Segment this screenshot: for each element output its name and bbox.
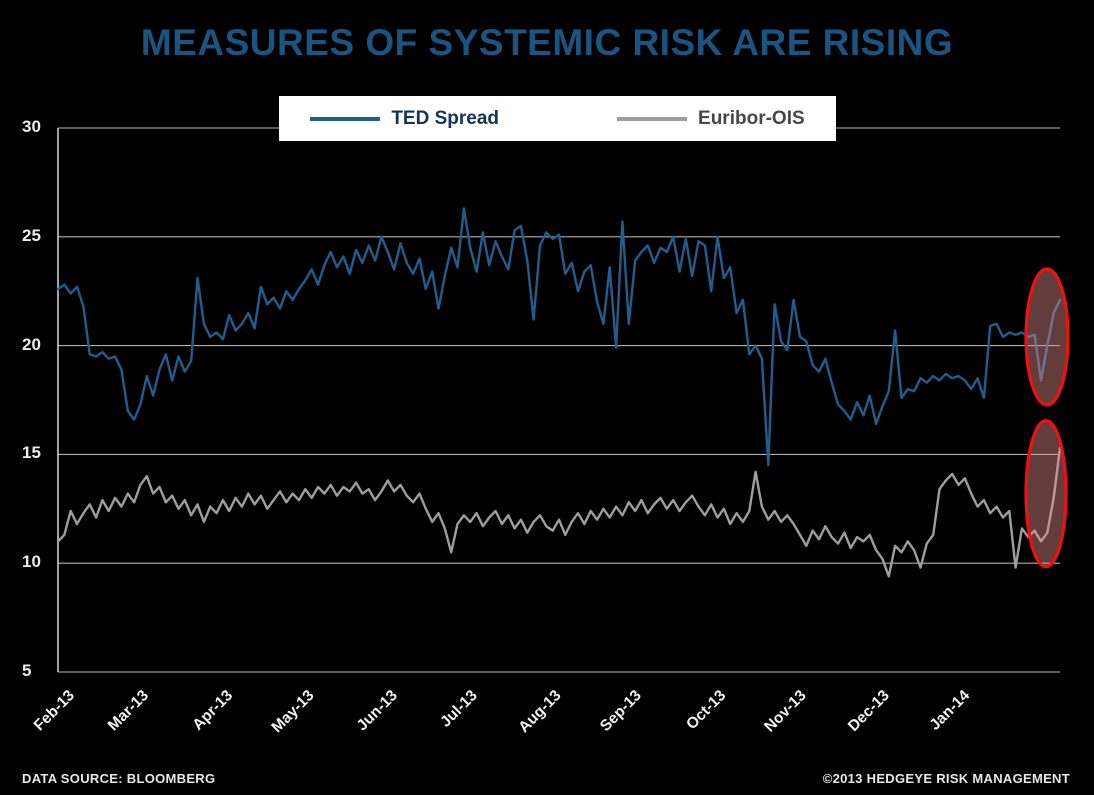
highlight-ellipse-euribor bbox=[1024, 419, 1068, 569]
ted-spread-line-swatch bbox=[310, 116, 381, 121]
chart-legend: TED Spread Euribor-OIS bbox=[279, 96, 836, 141]
legend-item-ted-spread: TED Spread bbox=[310, 108, 499, 130]
legend-label-ted-spread: TED Spread bbox=[391, 107, 500, 129]
data-source-note: DATA SOURCE: BLOOMBERG bbox=[22, 771, 216, 786]
legend-item-euribor-ois: Euribor-OIS bbox=[617, 108, 805, 130]
copyright-note: ©2013 HEDGEYE RISK MANAGEMENT bbox=[822, 771, 1070, 786]
euribor-ois-line bbox=[56, 446, 1062, 578]
highlight-ellipse-ted bbox=[1024, 267, 1070, 407]
euribor-ois-line-swatch bbox=[617, 116, 688, 121]
chart-title: MEASURES OF SYSTEMIC RISK ARE RISING bbox=[140, 22, 954, 63]
ted-spread-line bbox=[56, 207, 1062, 467]
legend-label-euribor-ois: Euribor-OIS bbox=[698, 107, 805, 129]
